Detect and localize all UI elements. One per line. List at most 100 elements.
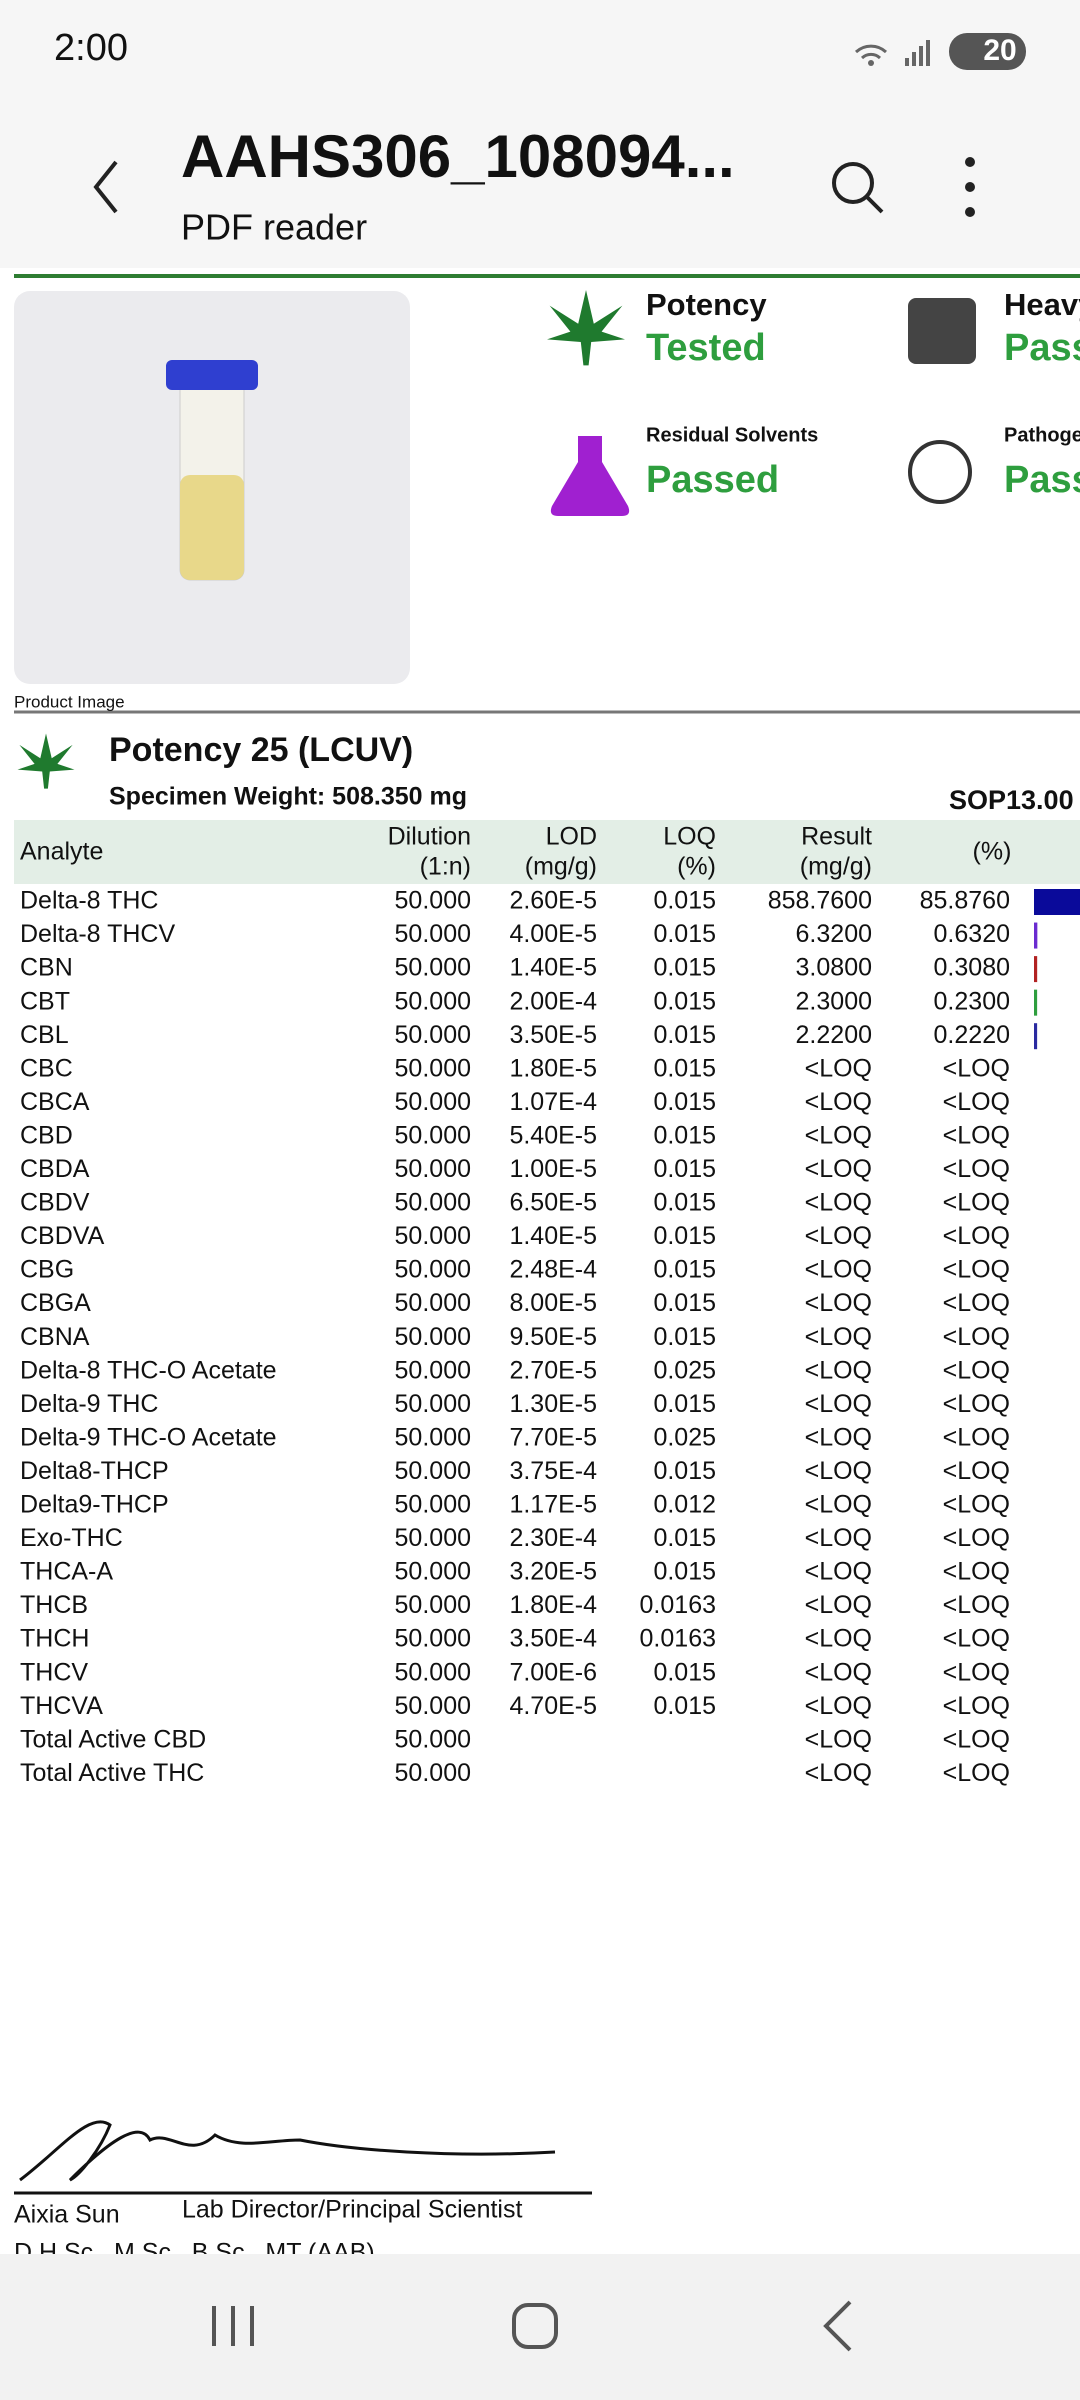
battery-level: 20: [983, 34, 1016, 67]
table-cell: 50.000: [395, 887, 471, 915]
table-cell: 50.000: [395, 1725, 471, 1753]
table-cell: <LOQ: [805, 1725, 872, 1753]
table-cell: <LOQ: [805, 1658, 872, 1686]
table-cell: 50.000: [395, 1692, 471, 1720]
table-cell: <LOQ: [943, 1088, 1010, 1116]
analyte-name: Delta9-THCP: [20, 1491, 169, 1519]
signer-role: Lab Director/Principal Scientist: [182, 2196, 522, 2224]
table-cell: <LOQ: [805, 1256, 872, 1284]
table-cell: <LOQ: [943, 1054, 1010, 1082]
sop-code: SOP13.00: [949, 785, 1074, 815]
table-cell: 50.000: [395, 1390, 471, 1418]
table-cell: <LOQ: [805, 1189, 872, 1217]
table-cell: <LOQ: [943, 1759, 1010, 1787]
table-cell: <LOQ: [943, 1524, 1010, 1552]
table-cell: <LOQ: [805, 1423, 872, 1451]
table-cell: 50.000: [395, 1524, 471, 1552]
table-cell: 50.000: [395, 1021, 471, 1049]
badge-label: Residual Solvents: [646, 424, 818, 446]
table-cell: 6.3200: [796, 920, 872, 948]
percent-bar: [1034, 1023, 1038, 1050]
table-cell: <LOQ: [943, 1591, 1010, 1619]
badge-status: Passed: [1004, 327, 1080, 369]
table-cell: 50.000: [395, 1356, 471, 1384]
column-header: (mg/g): [525, 853, 597, 881]
table-cell: 0.015: [653, 1121, 716, 1149]
product-vial: [166, 360, 258, 581]
column-header: Analyte: [20, 838, 103, 866]
table-cell: 0.015: [653, 1054, 716, 1082]
analyte-name: Delta-8 THC-O Acetate: [20, 1356, 277, 1384]
menu-button[interactable]: [965, 157, 975, 217]
table-cell: 0.015: [653, 1457, 716, 1485]
column-header: LOQ: [663, 823, 716, 851]
percent-bar: [1034, 889, 1080, 915]
table-cell: <LOQ: [943, 1423, 1010, 1451]
table-cell: 0.015: [653, 1088, 716, 1116]
table-cell: <LOQ: [943, 1222, 1010, 1250]
analyte-name: Exo-THC: [20, 1524, 123, 1552]
search-button[interactable]: [832, 162, 884, 214]
table-cell: <LOQ: [805, 1222, 872, 1250]
table-cell: <LOQ: [805, 1356, 872, 1384]
column-header: (%): [973, 838, 1012, 866]
table-cell: 50.000: [395, 987, 471, 1015]
table-cell: <LOQ: [805, 1121, 872, 1149]
table-cell: 8.00E-5: [509, 1289, 597, 1317]
analyte-name: CBNA: [20, 1323, 90, 1351]
back-button[interactable]: [93, 160, 118, 214]
signature-scrawl: [19, 2120, 556, 2182]
table-cell: 0.015: [653, 920, 716, 948]
nav-back-button[interactable]: [823, 2300, 852, 2352]
table-cell: 1.00E-5: [509, 1155, 597, 1183]
table-cell: <LOQ: [943, 1625, 1010, 1653]
table-cell: 1.30E-5: [509, 1390, 597, 1418]
analyte-name: CBG: [20, 1256, 74, 1284]
table-cell: 50.000: [395, 1256, 471, 1284]
home-button[interactable]: [512, 2303, 558, 2349]
badge-status: Passed: [646, 459, 779, 501]
table-cell: 0.3080: [934, 954, 1010, 982]
table-cell: 3.50E-5: [509, 1021, 597, 1049]
table-cell: 1.07E-4: [509, 1088, 597, 1116]
table-cell: 0.015: [653, 1658, 716, 1686]
table-cell: <LOQ: [943, 1390, 1010, 1418]
table-cell: 0.025: [653, 1423, 716, 1451]
column-header: (%): [677, 853, 716, 881]
table-cell: <LOQ: [943, 1289, 1010, 1317]
top-bars: [0, 0, 1080, 268]
table-cell: 0.015: [653, 1524, 716, 1552]
app-title: AAHS306_108094...: [181, 123, 735, 190]
table-cell: 4.00E-5: [509, 920, 597, 948]
table-cell: 50.000: [395, 954, 471, 982]
table-cell: 9.50E-5: [509, 1323, 597, 1351]
table-cell: 50.000: [395, 1591, 471, 1619]
table-cell: <LOQ: [943, 1356, 1010, 1384]
section-title: Potency 25 (LCUV): [109, 731, 413, 769]
table-cell: 0.015: [653, 1323, 716, 1351]
badge-label: Heavy Metals: [1004, 287, 1080, 322]
analyte-name: CBT: [20, 987, 70, 1015]
table-cell: <LOQ: [805, 1591, 872, 1619]
table-cell: <LOQ: [943, 1121, 1010, 1149]
column-header: LOD: [546, 823, 597, 851]
percent-bar: [1034, 922, 1038, 949]
analyte-name: Delta-8 THC: [20, 887, 158, 915]
recents-button[interactable]: [212, 2306, 254, 2346]
table-cell: 50.000: [395, 1054, 471, 1082]
table-cell: 0.015: [653, 1155, 716, 1183]
app-subtitle: PDF reader: [181, 207, 367, 248]
column-header: (1:n): [420, 853, 471, 881]
table-cell: 1.17E-5: [509, 1491, 597, 1519]
table-cell: 0.015: [653, 1692, 716, 1720]
table-cell: <LOQ: [943, 1558, 1010, 1586]
table-cell: 6.50E-5: [509, 1189, 597, 1217]
table-cell: 2.00E-4: [509, 987, 597, 1015]
clock: 2:00: [54, 27, 128, 69]
signer-name: Aixia Sun: [14, 2201, 120, 2229]
table-cell: <LOQ: [805, 1759, 872, 1787]
section-icon: [17, 733, 75, 789]
table-cell: 0.025: [653, 1356, 716, 1384]
